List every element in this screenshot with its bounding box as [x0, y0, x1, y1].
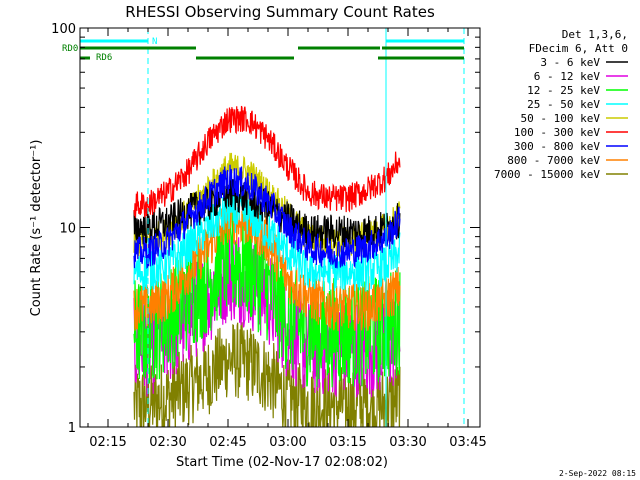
legend-header-1: FDecim 6, Att 0 — [529, 42, 628, 55]
series-line-7000-15000-kev — [133, 322, 401, 427]
y-tick-label-1: 10 — [59, 222, 76, 237]
y-axis-label: Count Rate (s⁻¹ detector⁻¹) — [29, 140, 44, 317]
series-line-800-7000-kev — [133, 197, 401, 331]
x-tick-label-0: 02:15 — [89, 435, 126, 450]
flag-label-rd0: RD0 — [62, 44, 78, 54]
chart-title: RHESSI Observing Summary Count Rates — [125, 3, 435, 21]
series-line-25-50-kev — [133, 193, 401, 292]
flag-label-n: N — [152, 37, 157, 47]
legend-label-6: 300 - 800 keV — [514, 140, 600, 153]
y-tick-label-2: 100 — [51, 22, 76, 37]
legend-label-5: 100 - 300 keV — [514, 126, 600, 139]
x-tick-label-6: 03:45 — [449, 435, 486, 450]
legend-header-0: Det 1,3,6, — [562, 28, 628, 41]
flag-label-rd6: RD6 — [96, 53, 112, 63]
legend-label-1: 6 - 12 keV — [534, 70, 601, 83]
legend-label-8: 7000 - 15000 keV — [494, 168, 600, 181]
x-axis-label: Start Time (02-Nov-17 02:08:02) — [176, 455, 388, 470]
x-tick-label-3: 03:00 — [269, 435, 306, 450]
legend-label-4: 50 - 100 keV — [521, 112, 601, 125]
series-line-300-800-kev — [133, 164, 401, 270]
x-tick-label-2: 02:45 — [209, 435, 246, 450]
legend-label-2: 12 - 25 keV — [527, 84, 600, 97]
x-tick-label-5: 03:30 — [389, 435, 426, 450]
x-tick-label-1: 02:30 — [149, 435, 186, 450]
x-axis: 02:15 02:30 02:45 03:00 03:15 03:30 03:45 — [87, 28, 487, 450]
legend-label-3: 25 - 50 keV — [527, 98, 600, 111]
footer-date: 2-Sep-2022 08:15 — [559, 469, 636, 478]
x-tick-label-4: 03:15 — [329, 435, 366, 450]
series-line-100-300-kev — [133, 105, 401, 218]
y-tick-label-0: 1 — [68, 421, 76, 436]
series-layer — [133, 105, 401, 427]
legend-label-0: 3 - 6 keV — [540, 56, 600, 69]
legend-label-7: 800 - 7000 keV — [507, 154, 600, 167]
series-line-3-6-kev — [133, 176, 401, 250]
